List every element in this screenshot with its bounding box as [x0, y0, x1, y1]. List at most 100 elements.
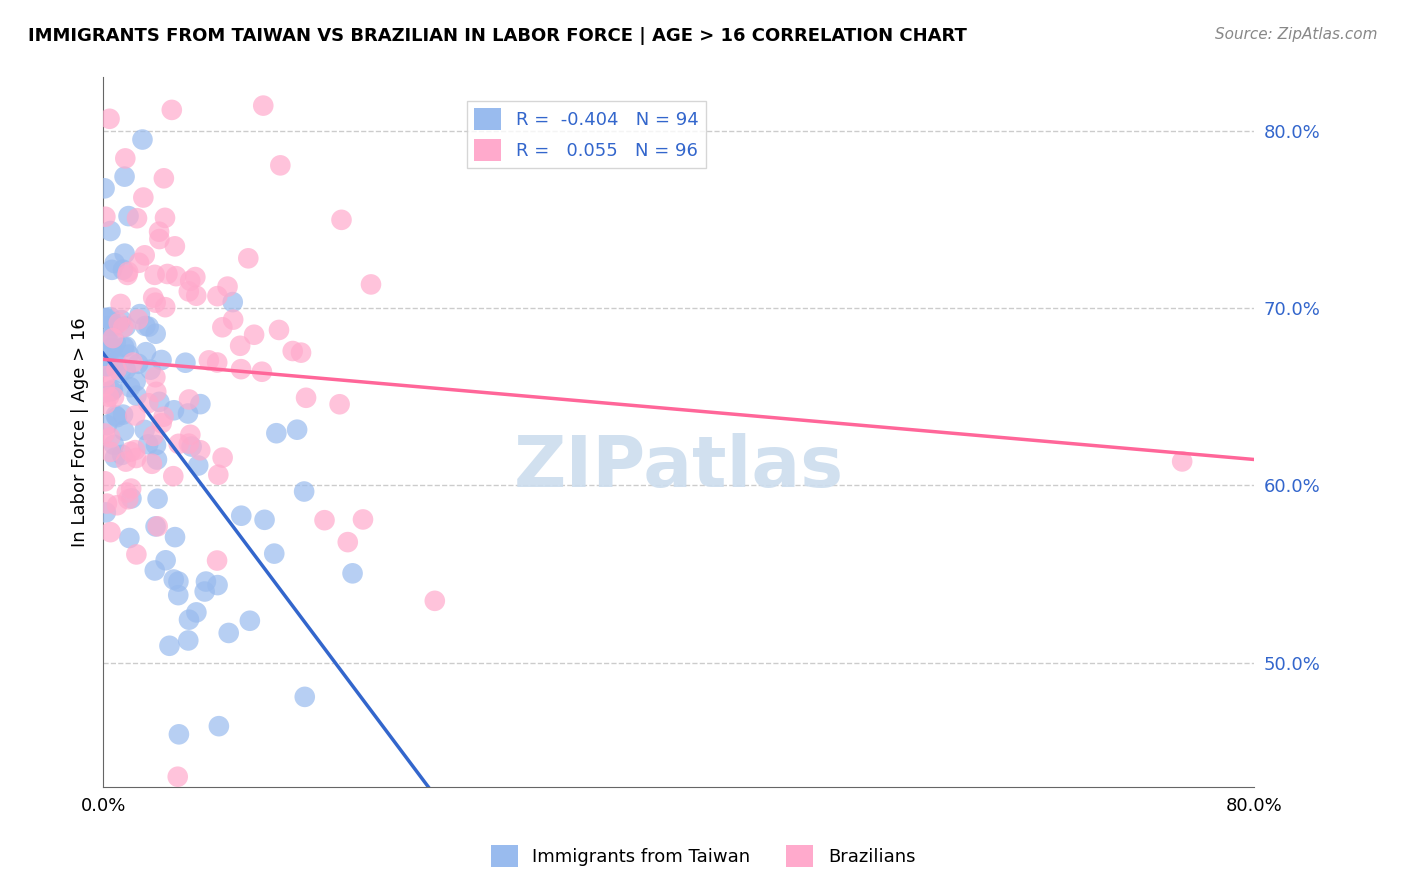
Point — [120, 444, 142, 458]
Point — [179, 274, 201, 288]
Point — [174, 356, 197, 370]
Point — [211, 320, 233, 334]
Point — [139, 362, 162, 376]
Point — [145, 326, 167, 341]
Point — [94, 210, 117, 224]
Point — [114, 246, 136, 260]
Point — [205, 355, 228, 369]
Point — [125, 548, 148, 562]
Point — [114, 362, 136, 376]
Point — [138, 319, 160, 334]
Point — [124, 409, 146, 423]
Point — [104, 318, 127, 333]
Point — [360, 277, 382, 292]
Point — [152, 409, 174, 424]
Point — [177, 285, 200, 299]
Point — [177, 613, 200, 627]
Y-axis label: In Labor Force | Age > 16: In Labor Force | Age > 16 — [72, 318, 89, 547]
Legend: R =  -0.404   N = 94, R =   0.055   N = 96: R = -0.404 N = 94, R = 0.055 N = 96 — [467, 101, 706, 169]
Point — [120, 380, 142, 394]
Point — [229, 362, 252, 376]
Point — [98, 353, 121, 368]
Point — [128, 256, 150, 270]
Point — [294, 690, 316, 704]
Point — [207, 578, 229, 592]
Point — [146, 519, 169, 533]
Point — [103, 390, 125, 404]
Point — [96, 497, 118, 511]
Point — [194, 584, 217, 599]
Point — [125, 389, 148, 403]
Point — [107, 316, 129, 330]
Point — [101, 383, 124, 397]
Point — [114, 319, 136, 334]
Point — [163, 239, 186, 253]
Point — [166, 770, 188, 784]
Point — [120, 482, 142, 496]
Point — [103, 438, 125, 452]
Point — [266, 426, 288, 441]
Point — [117, 492, 139, 507]
Point — [100, 341, 122, 355]
Point — [135, 345, 157, 359]
Point — [177, 436, 200, 450]
Point — [252, 98, 274, 112]
Point — [96, 359, 118, 374]
Point — [97, 334, 120, 348]
Point — [101, 262, 124, 277]
Point — [267, 323, 290, 337]
Point — [104, 409, 127, 423]
Point — [115, 339, 138, 353]
Point — [134, 318, 156, 333]
Point — [155, 300, 177, 314]
Point — [93, 426, 115, 441]
Point — [186, 606, 208, 620]
Point — [94, 379, 117, 393]
Point — [93, 310, 115, 325]
Point — [132, 190, 155, 204]
Point — [100, 384, 122, 398]
Point — [177, 392, 200, 407]
Point — [94, 505, 117, 519]
Point — [129, 307, 152, 321]
Point — [269, 158, 291, 172]
Text: Source: ZipAtlas.com: Source: ZipAtlas.com — [1215, 27, 1378, 42]
Point — [156, 267, 179, 281]
Point — [112, 320, 135, 334]
Point — [243, 327, 266, 342]
Point — [330, 212, 353, 227]
Point — [180, 440, 202, 454]
Point — [125, 211, 148, 226]
Point — [160, 103, 183, 117]
Point — [142, 429, 165, 443]
Point — [167, 437, 190, 451]
Text: ZIPatlas: ZIPatlas — [513, 434, 844, 502]
Point — [146, 491, 169, 506]
Point — [146, 452, 169, 467]
Point — [94, 397, 117, 411]
Point — [97, 318, 120, 333]
Point — [143, 564, 166, 578]
Point — [145, 370, 167, 384]
Point — [159, 639, 181, 653]
Point — [329, 397, 352, 411]
Point — [148, 225, 170, 239]
Point — [167, 574, 190, 589]
Point — [115, 485, 138, 500]
Point — [127, 357, 149, 371]
Point — [263, 547, 285, 561]
Point — [124, 443, 146, 458]
Point — [295, 391, 318, 405]
Point — [163, 573, 186, 587]
Point — [250, 365, 273, 379]
Point — [188, 443, 211, 458]
Point — [134, 248, 156, 262]
Point — [211, 450, 233, 465]
Point — [110, 313, 132, 327]
Point — [194, 574, 217, 589]
Point — [104, 450, 127, 465]
Point — [153, 211, 176, 225]
Point — [198, 353, 221, 368]
Point — [134, 423, 156, 437]
Point — [111, 408, 134, 422]
